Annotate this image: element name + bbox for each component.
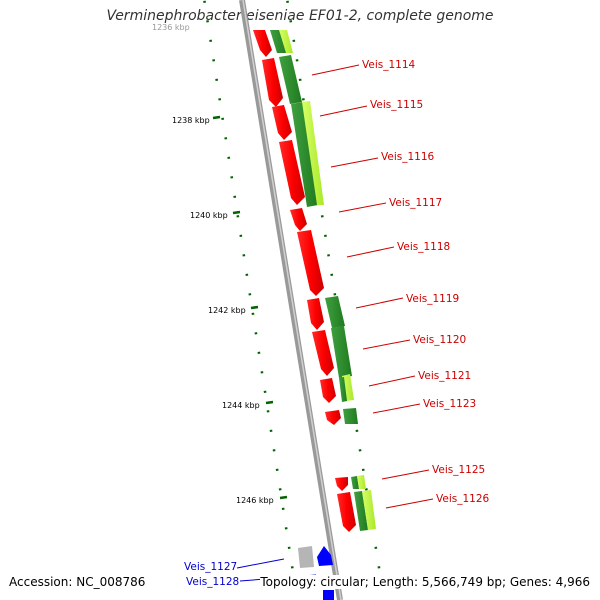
svg-text:Veis_1121: Veis_1121 — [418, 370, 471, 382]
cds-arrow — [337, 492, 356, 532]
svg-text:Veis_1126: Veis_1126 — [436, 493, 490, 505]
genome-title: Verminephrobacter eiseniae EF01-2, compl… — [106, 8, 494, 24]
svg-text:Veis_1115: Veis_1115 — [370, 99, 423, 111]
cds-track — [253, 30, 356, 532]
gene-label-veis-1123: Veis_1123 — [372, 398, 476, 414]
svg-text:Veis_1128: Veis_1128 — [186, 576, 239, 588]
cog-block-light — [302, 101, 324, 205]
svg-text:Veis_1125: Veis_1125 — [432, 464, 485, 476]
cog-block-light — [279, 30, 293, 53]
gene-label-veis-1115: Veis_1115 — [319, 99, 423, 117]
gene-label-veis-1126: Veis_1126 — [385, 493, 490, 509]
cog-block-dark — [343, 408, 358, 424]
cog-block-dark — [354, 491, 368, 531]
cog-block-dark — [325, 296, 345, 328]
ruler-tick-1238: 1238 kbp — [172, 115, 221, 125]
cds-arrow — [325, 410, 341, 425]
gene-label-veis-1127: Veis_1127 — [184, 558, 285, 573]
cds-arrow — [272, 105, 292, 140]
cog-block-dark — [331, 326, 352, 378]
ruler-label-1244: 1244 kbp — [222, 401, 260, 410]
gene-label-veis-1116: Veis_1116 — [330, 151, 435, 168]
genome-summary-text: Topology: circular; Length: 5,566,749 bp… — [260, 575, 590, 589]
gene-label-veis-1119: Veis_1119 — [355, 293, 459, 309]
cog-block-dark — [270, 30, 288, 53]
cds-arrow — [335, 477, 348, 491]
rna-track — [298, 546, 334, 600]
cds-arrow — [307, 298, 324, 330]
svg-text:Veis_1127: Veis_1127 — [184, 561, 237, 573]
svg-text:Veis_1119: Veis_1119 — [406, 293, 459, 305]
ruler-label-1240: 1240 kbp — [190, 211, 228, 220]
cog-block-light — [362, 490, 376, 530]
svg-text:Veis_1118: Veis_1118 — [397, 241, 450, 253]
ruler-tick-1242: 1242 kbp — [208, 305, 259, 315]
rna-arrow — [317, 546, 333, 566]
backbone — [239, 0, 343, 600]
gene-label-veis-1118: Veis_1118 — [346, 241, 450, 258]
cds-arrow — [297, 230, 324, 296]
cds-arrow — [320, 378, 336, 403]
cds-arrow — [253, 30, 272, 57]
svg-text:Veis_1123: Veis_1123 — [423, 398, 476, 410]
cog-block-dark — [291, 102, 318, 207]
gray-feature — [298, 546, 314, 568]
cog-track — [270, 30, 376, 531]
svg-text:Veis_1114: Veis_1114 — [362, 59, 416, 71]
gene-label-veis-1117: Veis_1117 — [338, 197, 442, 213]
gene-label-veis-1121: Veis_1121 — [368, 370, 471, 387]
cds-arrow — [312, 330, 334, 376]
accession-text: Accession: NC_008786 — [9, 575, 146, 589]
svg-text:Veis_1116: Veis_1116 — [381, 151, 435, 163]
gene-label-veis-1120: Veis_1120 — [362, 334, 466, 350]
ruler-label-1242: 1242 kbp — [208, 306, 246, 315]
ruler-tick-1240: 1240 kbp — [190, 210, 241, 220]
gene-label-veis-1114: Veis_1114 — [311, 59, 416, 76]
ruler-tick-1244: 1244 kbp — [222, 400, 274, 410]
ruler-dots — [203, 0, 297, 588]
svg-text:Veis_1117: Veis_1117 — [389, 197, 442, 209]
ruler: 1236 kbp 1238 kbp 1240 kbp 1242 kbp 1244… — [152, 23, 288, 505]
cog-block-light — [357, 475, 366, 489]
gene-label-veis-1125: Veis_1125 — [381, 464, 485, 480]
cog-block-dark — [279, 55, 302, 104]
gene-labels-right: Veis_1114 Veis_1115 Veis_1116 Veis_1117 … — [311, 59, 490, 509]
cds-arrow — [262, 58, 283, 107]
cog-block-dark — [339, 377, 347, 402]
rna-block — [323, 590, 334, 600]
ruler-top-label: 1236 kbp — [152, 23, 190, 32]
ruler-label-1246: 1246 kbp — [236, 496, 274, 505]
cds-arrow — [290, 208, 307, 231]
svg-text:Veis_1120: Veis_1120 — [413, 334, 466, 346]
ruler-label-1238: 1238 kbp — [172, 116, 210, 125]
ruler-tick-1246: 1246 kbp — [236, 495, 288, 505]
cds-arrow — [279, 140, 305, 205]
cog-block-dark — [351, 476, 359, 489]
